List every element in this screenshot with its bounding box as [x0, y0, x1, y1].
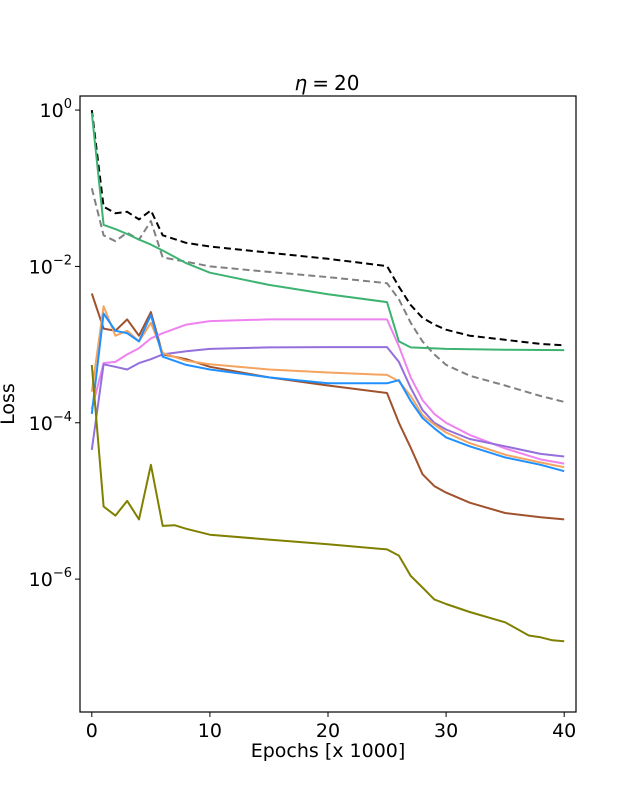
- chart-title: η = 20: [295, 71, 360, 95]
- y-tick-label-2: 10−4: [29, 410, 72, 435]
- x-tick-label-0: 0: [86, 720, 98, 742]
- series-line-5: [90, 318, 565, 465]
- x-tick-label-3: 30: [434, 720, 458, 742]
- series-line-3: [90, 112, 565, 352]
- series-line-8: [90, 312, 565, 473]
- y-tick-label-0: 100: [40, 97, 72, 122]
- chart-title-symbol: η: [295, 71, 308, 95]
- x-tick-label-4: 40: [552, 720, 576, 742]
- series-line-7: [90, 305, 565, 469]
- y-tick-label-1: 10−2: [29, 253, 72, 278]
- y-tick-label-3: 10−6: [29, 566, 72, 591]
- series-line-9: [90, 364, 565, 643]
- x-axis-label: Epochs [x 1000]: [251, 740, 406, 762]
- series-layer: [90, 109, 565, 643]
- x-tick-label-1: 10: [198, 720, 222, 742]
- series-line-1: [90, 109, 565, 347]
- y-axis: 100 10−2 10−4 10−6: [29, 97, 80, 591]
- series-line-6: [90, 346, 565, 458]
- chart-title-value: 20: [334, 71, 359, 95]
- x-axis: 0 10 20 30 40: [86, 712, 576, 742]
- y-axis-label: Loss: [0, 383, 19, 425]
- chart-title-op: =: [312, 71, 329, 95]
- plot-frame: [79, 95, 577, 713]
- x-tick-label-2: 20: [316, 720, 340, 742]
- series-line-4: [90, 293, 565, 521]
